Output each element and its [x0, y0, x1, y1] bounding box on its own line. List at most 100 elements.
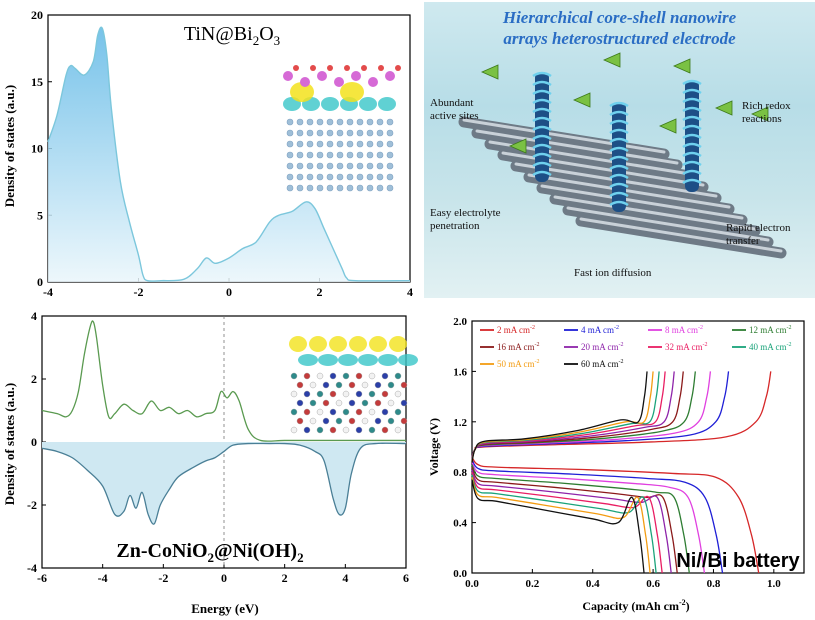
nanosheet-shell [609, 128, 629, 135]
discharge-curve [471, 469, 672, 574]
atom [309, 399, 317, 407]
atom [317, 71, 327, 81]
dos-bottom-title: Zn-CoNiO2@Ni(OH)2 [116, 540, 303, 565]
atom [376, 118, 384, 126]
atom [326, 151, 334, 159]
atom [322, 381, 330, 389]
discharge-curve [471, 456, 760, 574]
discharge-curve [471, 459, 724, 574]
atom [381, 372, 389, 380]
battery-legend: 2 mA cm-2 4 mA cm-2 8 mA cm-2 12 mA cm-2 16 … [480, 325, 792, 369]
atom [386, 173, 394, 181]
atom [296, 118, 304, 126]
x-tick-label: -4 [43, 285, 53, 299]
atom [346, 184, 354, 192]
atom [346, 162, 354, 170]
nanosheet-shell [532, 143, 552, 150]
atom [355, 390, 363, 398]
atom [306, 140, 314, 148]
nanowire-rod-highlight [462, 118, 666, 154]
atom [329, 408, 337, 416]
x-tick-label: 4 [407, 285, 413, 299]
atom [286, 173, 294, 181]
atom [387, 417, 395, 425]
isosurface [309, 336, 327, 352]
atom [395, 65, 401, 71]
ion-cone [659, 118, 677, 134]
atom [316, 118, 324, 126]
atom [376, 140, 384, 148]
atom [356, 129, 364, 137]
nanosheet-shell [682, 133, 702, 140]
nanowire-rod-highlight [553, 195, 757, 231]
isosurface [340, 82, 364, 102]
y-tick-label: 2 [31, 372, 37, 386]
discharge-curve [471, 466, 678, 574]
nanowire-rod-highlight [566, 206, 770, 242]
y-tick-label: -2 [27, 498, 37, 512]
atom [386, 140, 394, 148]
isosurface [338, 354, 358, 366]
nanosheet-shell [609, 110, 629, 117]
y-tick-label: 0 [37, 275, 43, 289]
x-tick-label: -4 [98, 571, 108, 585]
y-tick-label: 0 [31, 435, 37, 449]
atom [394, 408, 402, 416]
atom [286, 140, 294, 148]
atom [296, 140, 304, 148]
nanosheet-shell [532, 161, 552, 168]
ion-cone [715, 100, 733, 116]
nanowire-rod-highlight [579, 217, 783, 253]
isosurface [318, 354, 338, 366]
dos-bottom-down-line [41, 442, 407, 525]
charge-curve [471, 371, 666, 462]
legend-entry: 12 mA cm-2 [749, 325, 792, 335]
atom [342, 390, 350, 398]
isosurface [358, 354, 378, 366]
atom [368, 390, 376, 398]
atom [381, 408, 389, 416]
atom [387, 399, 395, 407]
atom [316, 390, 324, 398]
atom [329, 390, 337, 398]
atom [303, 372, 311, 380]
atom [351, 71, 361, 81]
atom [361, 417, 369, 425]
nanowire-rod-highlight [527, 173, 731, 209]
atom [346, 173, 354, 181]
y-tick-label: 2.0 [453, 316, 467, 328]
atom [374, 381, 382, 389]
atom [316, 372, 324, 380]
y-tick-label: 4 [31, 309, 37, 323]
y-tick-label: 20 [31, 8, 43, 22]
electrode-schematic: Hierarchical core-shell nanowire arrays … [424, 2, 815, 298]
atom [356, 118, 364, 126]
nanosheet-shell [682, 97, 702, 104]
x-tick-label: 0.2 [525, 578, 539, 590]
atom [355, 426, 363, 434]
atom [368, 408, 376, 416]
legend-entry: 32 mA cm-2 [665, 342, 708, 352]
atom [296, 151, 304, 159]
atom [336, 162, 344, 170]
legend-entry: 16 mA cm-2 [497, 342, 540, 352]
ion-cone [751, 106, 769, 122]
atom [346, 129, 354, 137]
x-tick-label: 0 [221, 571, 227, 585]
atom [306, 173, 314, 181]
atom [348, 399, 356, 407]
atom [366, 173, 374, 181]
nanosheet-shell [609, 164, 629, 171]
label-electrolyte: Easy electrolyte penetration [430, 207, 501, 232]
nanowire-rod-highlight [540, 184, 744, 220]
nanowire-rod [523, 171, 735, 215]
atom [310, 65, 316, 71]
legend-entry: 4 mA cm-2 [581, 325, 619, 335]
battery-label: Ni//Bi battery [676, 550, 800, 572]
isosurface [389, 336, 407, 352]
y-tick-label: 5 [37, 208, 43, 222]
ion-cone [573, 92, 591, 108]
atom [342, 426, 350, 434]
dos-top-area [48, 27, 410, 282]
